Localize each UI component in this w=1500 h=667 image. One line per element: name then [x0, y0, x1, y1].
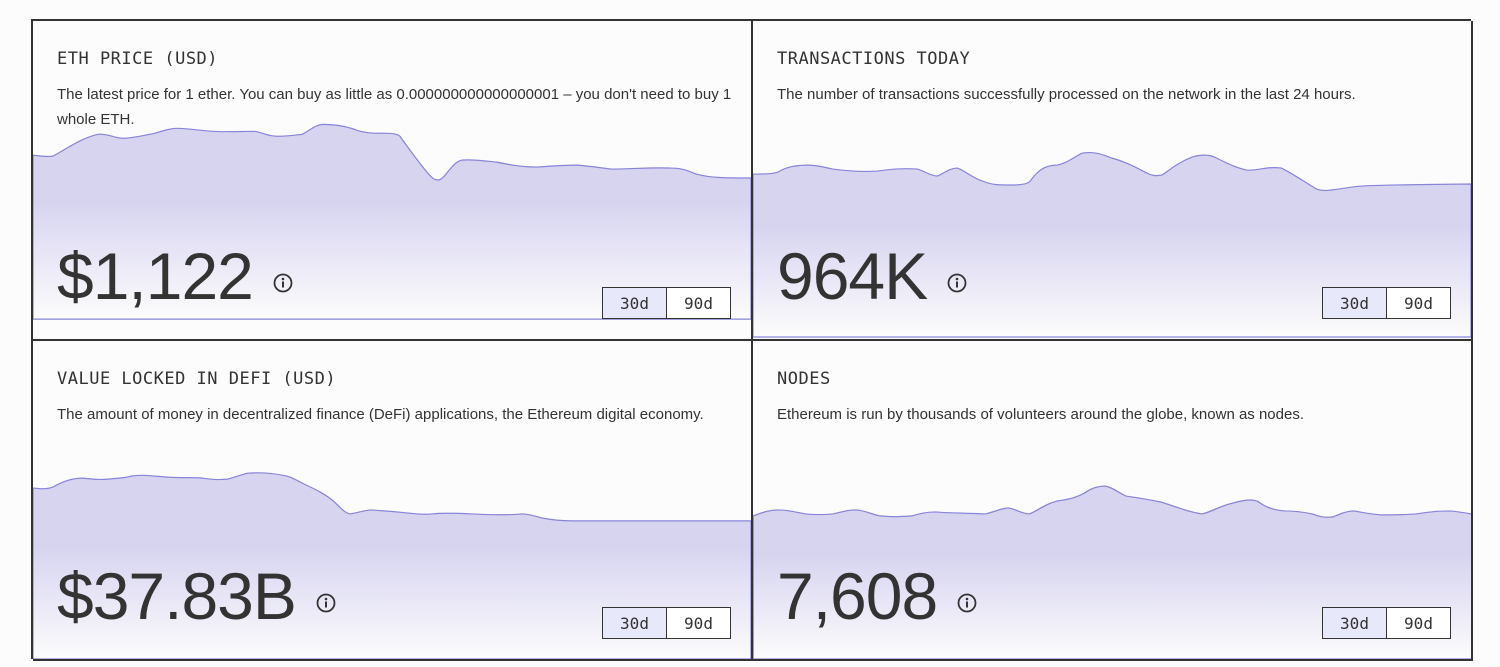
stat-value: $1,122: [57, 239, 254, 313]
stats-grid: ETH PRICE (USD) The latest price for 1 e…: [31, 19, 1473, 661]
range-30d-button[interactable]: 30d: [1322, 607, 1387, 639]
card-nodes: NODES Ethereum is run by thousands of vo…: [753, 341, 1473, 661]
range-30d-button[interactable]: 30d: [602, 287, 667, 319]
range-90d-button[interactable]: 90d: [1386, 287, 1451, 319]
info-icon[interactable]: [957, 593, 977, 613]
card-title: NODES: [777, 369, 831, 389]
range-toggle: 30d 90d: [1322, 607, 1451, 639]
sparkline-chart: [33, 21, 751, 339]
range-90d-button[interactable]: 90d: [666, 607, 731, 639]
range-toggle: 30d 90d: [602, 287, 731, 319]
card-title: VALUE LOCKED IN DEFI (USD): [57, 369, 337, 389]
card-description: Ethereum is run by thousands of voluntee…: [777, 406, 1304, 423]
range-toggle: 30d 90d: [602, 607, 731, 639]
sparkline-area: [753, 151, 1471, 338]
sparkline-area: [33, 123, 751, 320]
range-30d-button[interactable]: 30d: [602, 607, 667, 639]
sparkline-chart: [33, 341, 751, 659]
card-title: TRANSACTIONS TODAY: [777, 49, 971, 69]
card-description: The amount of money in decentralized fin…: [57, 406, 704, 423]
range-90d-button[interactable]: 90d: [666, 287, 731, 319]
card-value-locked-defi: VALUE LOCKED IN DEFI (USD) The amount of…: [33, 341, 753, 661]
sparkline-chart: [753, 21, 1471, 339]
info-icon[interactable]: [947, 273, 967, 293]
stat-value: 7,608: [777, 559, 938, 633]
stat-value: $37.83B: [57, 559, 297, 633]
info-icon[interactable]: [316, 593, 336, 613]
range-30d-button[interactable]: 30d: [1322, 287, 1387, 319]
stat-value: 964K: [777, 239, 928, 313]
range-90d-button[interactable]: 90d: [1386, 607, 1451, 639]
card-description: The number of transactions successfully …: [777, 86, 1356, 103]
sparkline-chart: [753, 341, 1471, 659]
sparkline-area: [753, 485, 1471, 659]
range-toggle: 30d 90d: [1322, 287, 1451, 319]
card-description: The latest price for 1 ether. You can bu…: [57, 86, 732, 128]
card-eth-price: ETH PRICE (USD) The latest price for 1 e…: [33, 21, 753, 341]
card-title: ETH PRICE (USD): [57, 49, 219, 69]
info-icon[interactable]: [273, 273, 293, 293]
card-transactions-today: TRANSACTIONS TODAY The number of transac…: [753, 21, 1473, 341]
sparkline-area: [33, 472, 751, 659]
